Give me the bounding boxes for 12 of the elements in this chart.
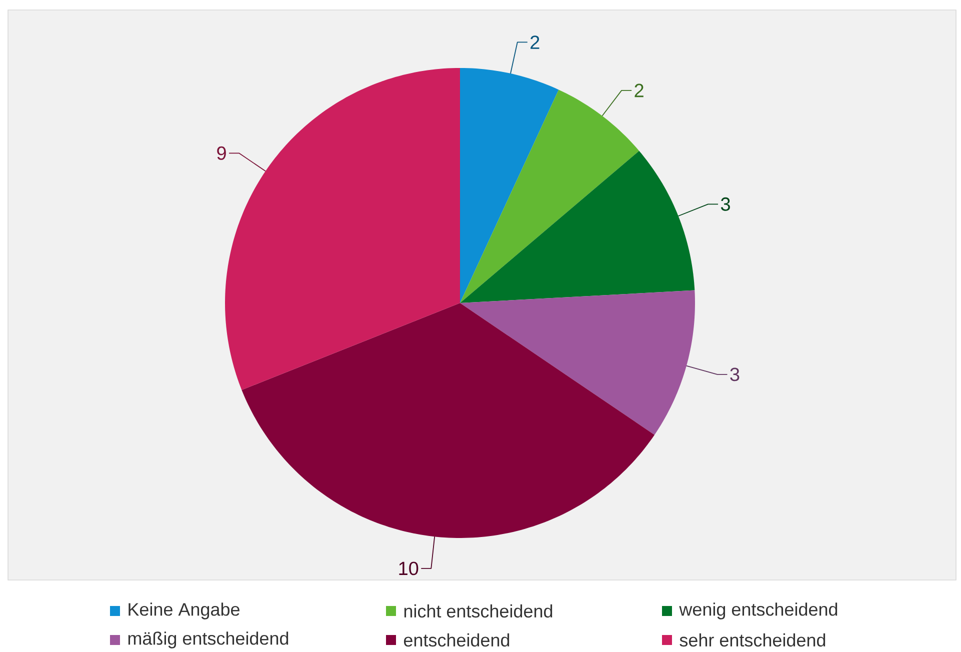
legend-label: Keine Angabe [128,602,240,620]
data-label: 2 [634,84,644,98]
legend-label: entscheidend [404,633,510,647]
legend-label: mäßig entscheidend [128,632,288,648]
data-label: 3 [730,368,740,382]
legend-label: sehr entscheidend [680,633,826,647]
data-label: 9 [217,146,226,160]
data-label: 2 [530,36,540,49]
data-label: 10 [399,562,418,576]
legend-label: wenig entscheidend [679,602,838,620]
legend-label: nicht entscheidend [404,604,552,618]
data-label: 3 [720,197,730,211]
